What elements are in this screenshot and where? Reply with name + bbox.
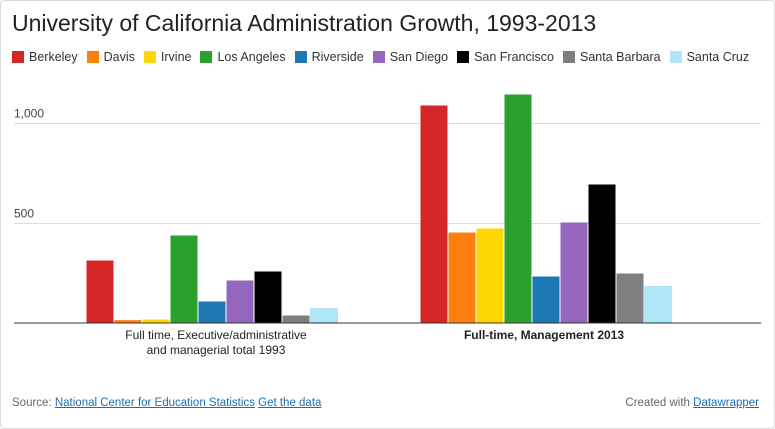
source-label: Source: [12, 397, 52, 409]
legend-label: Santa Cruz [686, 50, 750, 64]
legend-swatch [457, 51, 470, 63]
bar-san-francisco [254, 271, 282, 323]
legend-label: Riverside [311, 50, 364, 64]
legend-swatch [294, 51, 307, 63]
bar-san-diego [560, 222, 588, 323]
bar-irvine [476, 228, 504, 323]
legend-label: Irvine [160, 50, 192, 64]
bar-los-angeles [504, 94, 532, 323]
bar-berkeley [420, 105, 448, 323]
legend-label: Los Angeles [217, 50, 286, 64]
legend-item-santa-cruz: Santa Cruz [669, 50, 750, 64]
created-line: Created with Datawrapper [625, 397, 759, 409]
legend: Berkeley Davis Irvine Los Angeles Riverside S… [12, 50, 769, 64]
bar-santa-barbara [282, 315, 310, 323]
bar-san-francisco [588, 184, 616, 323]
legend-item-berkeley: Berkeley [12, 50, 78, 64]
bar-irvine [142, 319, 170, 323]
legend-swatch [143, 51, 156, 63]
legend-item-los-angeles: Los Angeles [200, 50, 286, 64]
source-link[interactable]: National Center for Education Statistics [54, 397, 255, 409]
bar-santa-cruz [644, 286, 672, 323]
legend-item-san-diego: San Diego [372, 50, 449, 64]
legend-swatch [372, 51, 385, 63]
legend-label: San Francisco [474, 50, 554, 64]
legend-swatch [562, 51, 575, 63]
legend-swatch [86, 51, 99, 63]
bar-riverside [198, 301, 226, 323]
bar-santa-barbara [616, 273, 644, 323]
x-category-label: and managerial total 1993 [147, 343, 286, 357]
legend-label: Davis [103, 50, 135, 64]
x-category-label: Full-time, Management 2013 [464, 328, 624, 342]
legend-swatch [12, 51, 24, 63]
source-line: Source: National Center for Education St… [12, 397, 321, 409]
legend-label: Berkeley [29, 50, 78, 64]
bar-riverside [532, 276, 560, 323]
created-label: Created with [625, 397, 690, 409]
bar-chart: 500 1,000 Full time, Executive/administrat… [14, 94, 761, 357]
legend-item-san-francisco: San Francisco [457, 50, 554, 64]
footer: Source: National Center for Education St… [12, 397, 759, 409]
x-category-label: Full time, Executive/administrative [125, 328, 307, 342]
bar-berkeley [86, 260, 114, 323]
bar-san-diego [226, 280, 254, 323]
get-data-link[interactable]: Get the data [258, 397, 322, 409]
bar-santa-cruz [310, 308, 338, 323]
legend-label: San Diego [389, 50, 449, 64]
legend-swatch [200, 51, 213, 63]
bar-davis [114, 320, 142, 323]
bar-davis [448, 232, 476, 323]
datawrapper-link[interactable]: Datawrapper [693, 397, 759, 409]
legend-item-davis: Davis [86, 50, 135, 64]
legend-label: Santa Barbara [579, 50, 661, 64]
legend-item-santa-barbara: Santa Barbara [562, 50, 661, 64]
legend-item-riverside: Riverside [294, 50, 364, 64]
y-tick-label: 500 [14, 207, 34, 221]
bar-los-angeles [170, 235, 198, 323]
legend-swatch [669, 51, 682, 63]
chart-title: University of California Administration … [12, 10, 597, 36]
y-tick-label: 1,000 [14, 107, 44, 121]
legend-item-irvine: Irvine [143, 50, 192, 64]
